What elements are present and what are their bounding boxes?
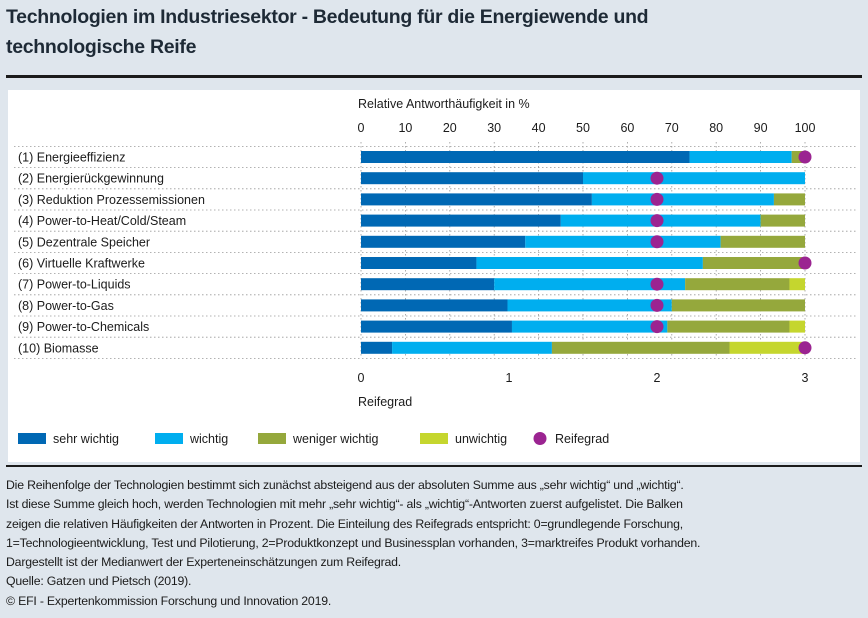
- bar-segment-weniger-wichtig: [671, 299, 805, 312]
- bar-segment-wichtig: [591, 193, 774, 206]
- top-axis-tick-label: 20: [443, 121, 457, 135]
- bottom-axis-tick-label: 2: [654, 371, 661, 385]
- reifegrad-marker: [798, 150, 812, 164]
- category-label: (9) Power-to-Chemicals: [18, 320, 149, 334]
- footnote-line: Ist diese Summe gleich hoch, werden Tech…: [6, 497, 683, 512]
- top-axis-label: Relative Antworthäufigkeit in %: [358, 97, 530, 111]
- reifegrad-marker: [650, 171, 664, 185]
- bar-segment-weniger-wichtig: [667, 320, 790, 333]
- reifegrad-marker: [650, 214, 664, 228]
- category-label: (10) Biomasse: [18, 341, 99, 355]
- title-line-1: Technologien im Industriesektor - Bedeut…: [6, 6, 649, 28]
- top-axis-tick-label: 10: [398, 121, 412, 135]
- bar-segment-weniger-wichtig: [685, 278, 790, 291]
- reifegrad-marker: [798, 341, 812, 355]
- category-label: (5) Dezentrale Speicher: [18, 235, 150, 249]
- top-axis-tick-label: 50: [576, 121, 590, 135]
- reifegrad-marker: [650, 235, 664, 249]
- footnote-divider: [6, 465, 862, 467]
- bar-segment-wichtig: [511, 320, 668, 333]
- footnote-line: Die Reihenfolge der Technologien bestimm…: [6, 478, 684, 492]
- top-axis-tick-label: 80: [709, 121, 723, 135]
- reifegrad-marker: [650, 298, 664, 312]
- top-axis-tick-label: 70: [665, 121, 679, 135]
- legend-swatch: [258, 433, 286, 444]
- bar-segment-unwichtig: [729, 341, 805, 354]
- top-axis-tick-label: 100: [795, 121, 816, 135]
- title-divider: [6, 75, 862, 78]
- top-axis-tick-label: 0: [358, 121, 365, 135]
- chart: Relative Antworthäufigkeit in %0 10 20 30 40…: [14, 97, 858, 446]
- source-line: Quelle: Gatzen und Pietsch (2019).: [6, 574, 192, 589]
- bar-segment-sehr-wichtig: [361, 151, 690, 163]
- bar-segment-wichtig: [583, 172, 805, 185]
- top-axis-tick-label: 30: [487, 121, 501, 135]
- bar-segment-sehr-wichtig: [361, 193, 592, 206]
- bar-segment-sehr-wichtig: [361, 341, 393, 354]
- reifegrad-marker: [650, 192, 664, 206]
- category-label: (4) Power-to-Heat/Cold/Steam: [18, 214, 186, 228]
- bar-segment-weniger-wichtig: [551, 341, 730, 354]
- bar-segment-wichtig: [476, 257, 703, 269]
- bar-segment-sehr-wichtig: [361, 172, 583, 185]
- bar-segment-weniger-wichtig: [760, 214, 805, 227]
- copyright-line: © EFI - Expertenkommission Forschung und…: [6, 593, 332, 608]
- category-label: (1) Energieeffizienz: [18, 151, 125, 165]
- bar-segment-wichtig: [494, 278, 686, 291]
- bar-segment-wichtig: [392, 341, 552, 354]
- category-label: (3) Reduktion Prozessemissionen: [18, 193, 205, 207]
- category-label: (7) Power-to-Liquids: [18, 278, 131, 292]
- reifegrad-marker: [650, 320, 664, 334]
- reifegrad-marker: [650, 277, 664, 291]
- bar-segment-weniger-wichtig: [720, 235, 805, 248]
- top-axis-tick-label: 40: [532, 121, 546, 135]
- bar-segment-sehr-wichtig: [361, 299, 508, 312]
- title-line-2: technologische Reife: [6, 36, 197, 58]
- bar-segment-wichtig: [689, 151, 792, 163]
- bottom-axis-tick-label: 0: [358, 371, 365, 385]
- bar-segment-sehr-wichtig: [361, 320, 512, 333]
- legend-swatch: [420, 433, 448, 444]
- reifegrad-marker: [798, 256, 812, 270]
- legend-label: weniger wichtig: [292, 432, 379, 446]
- bar-segment-sehr-wichtig: [361, 257, 477, 269]
- chart-title: Technologien im Industriesektor - Bedeut…: [6, 2, 649, 62]
- category-label: (6) Virtuelle Kraftwerke: [18, 257, 145, 271]
- top-axis-tick-label: 90: [754, 121, 768, 135]
- bar-segment-weniger-wichtig: [773, 193, 805, 206]
- legend-swatch: [18, 433, 46, 444]
- legend-label: sehr wichtig: [53, 432, 119, 446]
- bar-segment-sehr-wichtig: [361, 278, 495, 291]
- footnote-line: 1=Technologieentwicklung, Test und Pilot…: [6, 535, 701, 550]
- legend-label: unwichtig: [455, 432, 507, 446]
- category-label: (2) Energierückgewinnung: [18, 172, 164, 186]
- footnote-line: Dargestellt ist der Medianwert der Exper…: [6, 555, 402, 570]
- footnote-line: zeigen die relativen Häufigkeiten der An…: [6, 516, 683, 531]
- legend-label: Reifegrad: [555, 432, 609, 446]
- legend-marker: [533, 432, 547, 445]
- bar-segment-weniger-wichtig: [702, 257, 805, 269]
- bar-segment-wichtig: [507, 299, 672, 312]
- bottom-axis-label: Reifegrad: [358, 395, 412, 409]
- bar-segment-unwichtig: [789, 278, 805, 291]
- legend-swatch: [155, 433, 183, 444]
- category-label: (8) Power-to-Gas: [18, 299, 114, 313]
- bottom-axis-tick-label: 3: [802, 371, 809, 385]
- bar-segment-wichtig: [525, 235, 721, 248]
- bottom-axis-tick-label: 1: [506, 371, 513, 385]
- bar-segment-unwichtig: [789, 320, 805, 333]
- top-axis-tick-label: 60: [620, 121, 634, 135]
- bar-segment-sehr-wichtig: [361, 214, 561, 227]
- legend-label: wichtig: [189, 432, 228, 446]
- footnote: Die Reihenfolge der Technologien bestimm…: [6, 476, 700, 611]
- bar-segment-sehr-wichtig: [361, 235, 526, 248]
